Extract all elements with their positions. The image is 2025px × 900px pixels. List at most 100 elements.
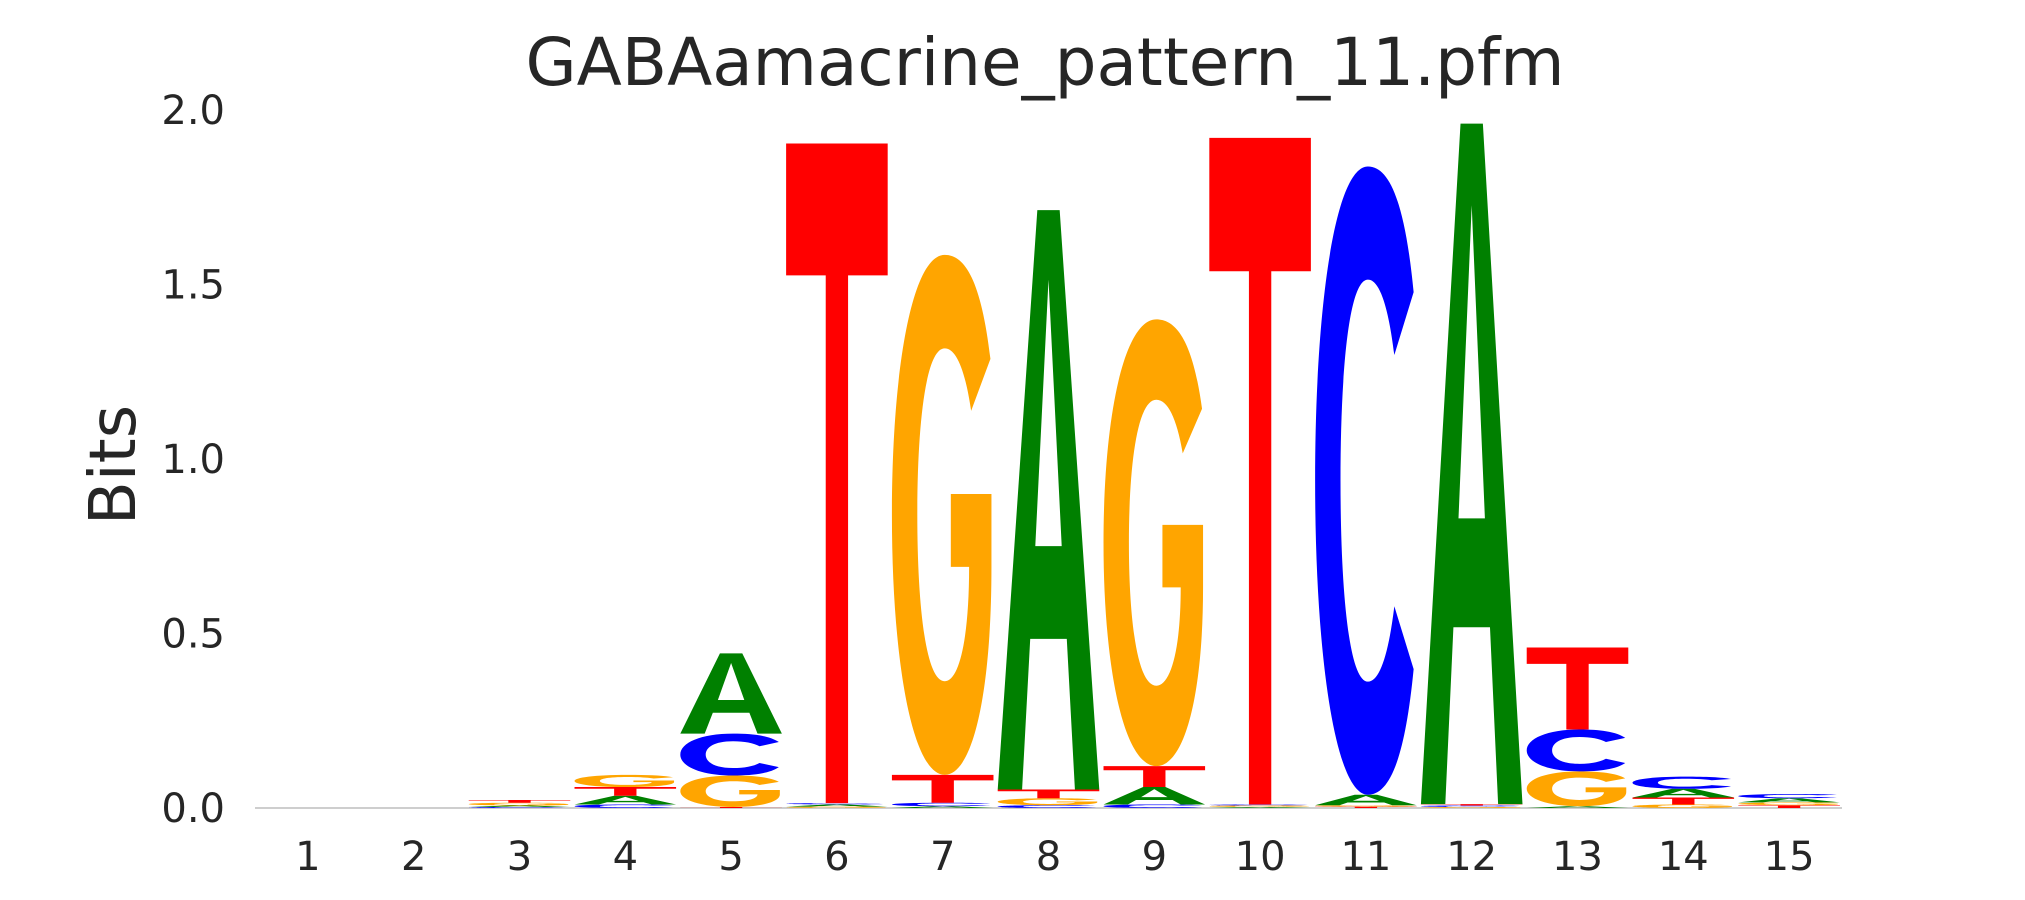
letter-A xyxy=(1632,788,1735,798)
logo-stack-position-15 xyxy=(1738,794,1840,808)
letter-A xyxy=(468,805,571,807)
letter-G xyxy=(1209,805,1309,807)
letter-A-glyph xyxy=(574,795,677,805)
x-tick-label: 13 xyxy=(1552,834,1603,880)
letter-G xyxy=(1103,319,1204,767)
letter-T xyxy=(680,806,782,808)
x-tick-label: 11 xyxy=(1340,834,1391,880)
chart-title: GABAamacrine_pattern_11.pfm xyxy=(526,24,1565,101)
letter-T-glyph xyxy=(1632,797,1735,805)
letter-C xyxy=(1420,805,1520,807)
letter-C xyxy=(1315,166,1414,795)
letter-T xyxy=(468,799,571,803)
letter-G-glyph xyxy=(680,775,780,807)
logo-stack-position-11 xyxy=(1315,166,1417,808)
letter-C-glyph xyxy=(574,804,674,808)
letter-A xyxy=(786,804,888,807)
letter-C xyxy=(786,803,885,805)
letter-C xyxy=(891,802,991,807)
logo-stack-position-14 xyxy=(1632,776,1735,808)
letter-A xyxy=(1103,787,1206,805)
logo-stacks xyxy=(468,123,1840,808)
letter-A xyxy=(1209,806,1311,808)
letter-A-glyph xyxy=(1738,798,1840,803)
letter-C-glyph xyxy=(1420,805,1520,807)
letter-C xyxy=(1738,794,1837,799)
letter-G xyxy=(468,802,569,806)
letter-T-glyph xyxy=(1738,805,1840,808)
letter-A xyxy=(1420,123,1523,805)
letter-C-glyph xyxy=(1632,776,1732,789)
letter-G xyxy=(997,798,1098,806)
letter-G-glyph xyxy=(1738,802,1838,806)
letter-G xyxy=(680,775,780,807)
letter-T-glyph xyxy=(1420,804,1523,806)
letter-A-glyph xyxy=(1632,788,1735,798)
letter-C xyxy=(1103,804,1203,808)
x-tick-label: 8 xyxy=(1036,834,1061,880)
letter-T-glyph xyxy=(1209,137,1311,805)
letter-C xyxy=(468,806,568,808)
x-tick-label: 3 xyxy=(507,834,532,880)
x-tick-label: 4 xyxy=(613,834,638,880)
letter-A-glyph xyxy=(786,804,888,807)
letter-G-glyph xyxy=(574,774,675,788)
letter-G xyxy=(574,774,675,788)
letter-A-glyph xyxy=(1420,123,1523,805)
letter-T xyxy=(1738,805,1840,808)
letter-C xyxy=(1526,729,1626,772)
letter-A xyxy=(997,210,1100,790)
letter-T-glyph xyxy=(891,774,994,803)
letter-T-glyph xyxy=(468,799,571,803)
letter-A-glyph xyxy=(1315,794,1417,806)
logo-stack-position-7 xyxy=(891,254,994,808)
letter-T xyxy=(1103,766,1206,788)
letter-C-glyph xyxy=(468,806,568,808)
letter-T-glyph xyxy=(1103,766,1206,788)
letter-A-glyph xyxy=(468,805,571,807)
letter-C-glyph xyxy=(1526,729,1626,772)
letter-T-glyph xyxy=(786,143,888,804)
logo-stack-position-6 xyxy=(786,143,888,808)
letter-G-glyph xyxy=(1103,319,1204,767)
letter-A xyxy=(680,653,782,734)
letter-T xyxy=(1632,797,1735,805)
y-tick-label: 2.0 xyxy=(161,88,225,134)
letter-G-glyph xyxy=(468,802,569,806)
x-tick-label: 10 xyxy=(1235,834,1286,880)
logo-stack-position-10 xyxy=(1209,137,1311,808)
letter-A xyxy=(574,795,677,805)
letter-C-glyph xyxy=(1315,166,1414,795)
letter-G xyxy=(1526,771,1627,807)
letter-C xyxy=(1632,776,1732,789)
letter-A-glyph xyxy=(1209,806,1311,808)
letter-C xyxy=(997,805,1097,808)
letter-A xyxy=(1526,806,1629,808)
letter-C-glyph xyxy=(786,803,885,805)
letter-G-glyph xyxy=(1526,771,1627,807)
x-tick-label: 5 xyxy=(718,834,743,880)
letter-C xyxy=(574,804,674,808)
x-tick-label: 14 xyxy=(1658,834,1709,880)
y-tick-label: 1.0 xyxy=(161,437,225,483)
letter-G xyxy=(1632,804,1733,808)
letter-C xyxy=(1209,804,1308,806)
letter-G xyxy=(891,254,992,775)
letter-T xyxy=(1315,806,1417,808)
letter-T xyxy=(997,789,1100,799)
logo-stack-position-8 xyxy=(997,210,1100,808)
letter-G xyxy=(1738,802,1838,806)
x-tick-label: 1 xyxy=(295,834,320,880)
letter-C-glyph xyxy=(997,805,1097,808)
y-axis-label: Bits xyxy=(77,405,151,525)
logo-stack-position-12 xyxy=(1420,123,1523,808)
letter-T xyxy=(574,787,677,796)
letter-T-glyph xyxy=(1526,647,1629,730)
x-tick-label: 6 xyxy=(824,834,849,880)
letter-A-glyph xyxy=(1526,806,1629,808)
letter-G xyxy=(1315,805,1415,807)
letter-C-glyph xyxy=(891,802,991,807)
letter-C-glyph xyxy=(1738,794,1837,799)
logo-stack-position-3 xyxy=(468,799,571,808)
logo-stack-position-5 xyxy=(680,653,782,808)
